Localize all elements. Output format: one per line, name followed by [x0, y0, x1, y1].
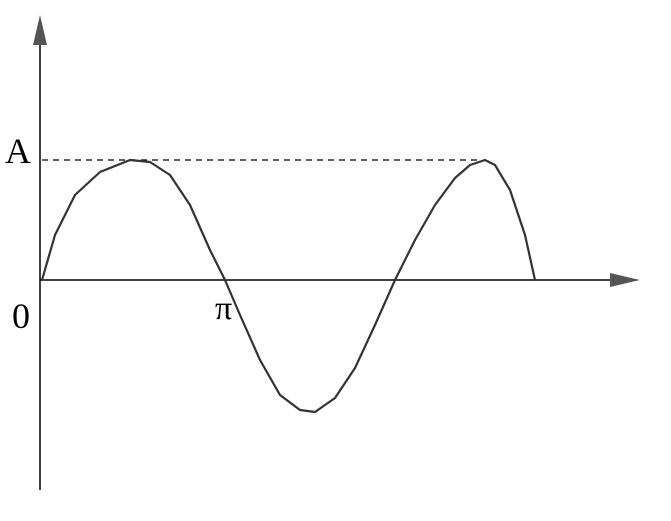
origin-label: 0 [12, 295, 30, 337]
chart-svg [0, 0, 671, 516]
amplitude-label: A [5, 130, 31, 172]
wave-chart: A 0 π [0, 0, 671, 516]
pi-label: π [215, 290, 232, 328]
